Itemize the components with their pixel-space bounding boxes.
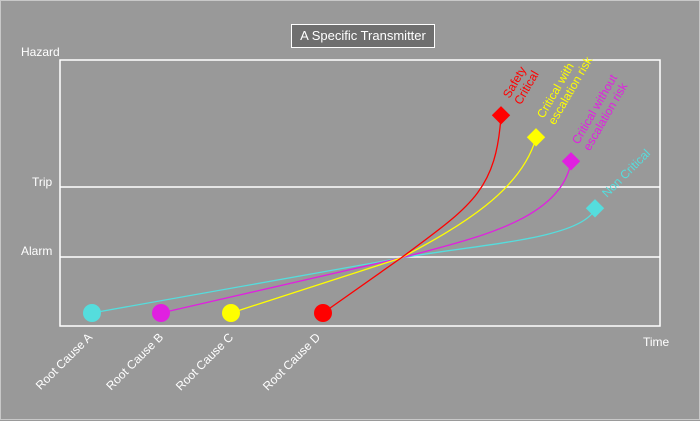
path-root-cause-c	[230, 137, 537, 314]
outcome-safety-critical-label: Safety Critical	[500, 64, 542, 107]
outcome-non-critical-marker	[585, 199, 605, 218]
root-cause-d-marker	[314, 304, 332, 322]
root-cause-b-label: Root Cause B	[103, 330, 166, 393]
trip-label: Trip	[32, 175, 53, 189]
root-cause-a-label: Root Cause A	[33, 330, 95, 392]
path-root-cause-d	[322, 115, 502, 314]
time-axis-label: Time	[643, 335, 670, 349]
outcome-non-critical-line1: Non Critical	[599, 146, 653, 200]
diagram-title: A Specific Transmitter	[291, 24, 435, 48]
outcome-safety-critical-marker	[491, 106, 511, 125]
alarm-label: Alarm	[21, 244, 52, 258]
outcome-non-critical-label: Non Critical	[599, 146, 653, 200]
root-cause-b-marker	[152, 304, 170, 322]
root-cause-c-label: Root Cause C	[173, 330, 236, 393]
outcome-critical-with-escalation-marker	[526, 128, 546, 147]
root-cause-c-marker	[222, 304, 240, 322]
path-root-cause-b	[160, 161, 572, 314]
root-cause-a-marker	[83, 304, 101, 322]
hazard-label: Hazard	[21, 45, 60, 59]
plot-frame	[59, 59, 661, 327]
path-root-cause-a	[91, 208, 596, 314]
root-cause-d-label: Root Cause D	[260, 330, 323, 393]
outcome-critical-without-escalation-marker	[561, 152, 581, 171]
